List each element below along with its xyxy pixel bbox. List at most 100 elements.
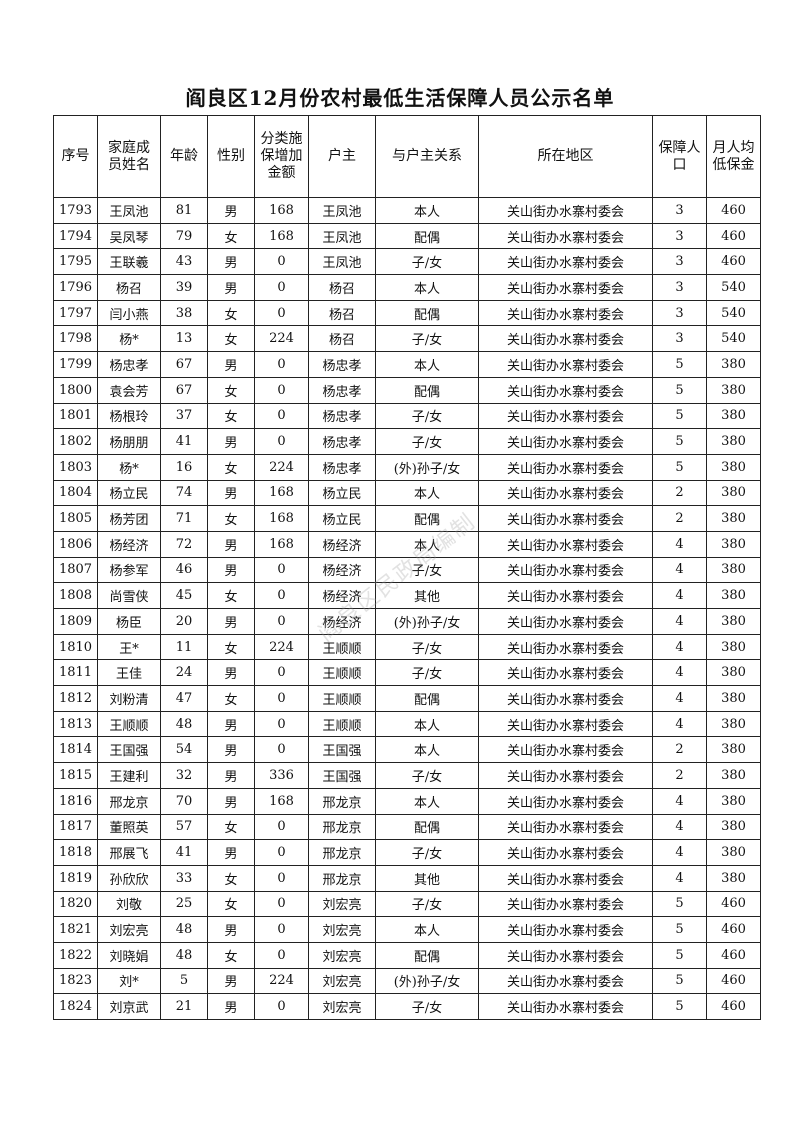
cell-serial: 1819 <box>53 864 98 892</box>
cell-extra-amount: 0 <box>254 428 309 455</box>
table-row: 1815 王建利 32 男 336 王国强 子/女 关山街办水寨村委会 2 380 <box>53 762 761 789</box>
cell-age: 45 <box>160 582 208 609</box>
cell-area: 关山街办水寨村委会 <box>478 633 653 661</box>
table-row: 1824 刘京武 21 男 0 刘宏亮 子/女 关山街办水寨村委会 5 460 <box>53 993 761 1020</box>
cell-name: 杨* <box>97 325 161 353</box>
cell-relation: 子/女 <box>375 890 479 918</box>
cell-covered-people: 3 <box>652 222 707 250</box>
cell-householder: 王顺顺 <box>308 710 376 738</box>
cell-gender: 女 <box>207 685 255 712</box>
table-row: 1795 王联羲 43 男 0 王凤池 子/女 关山街办水寨村委会 3 460 <box>53 248 761 276</box>
cell-covered-people: 3 <box>652 325 707 353</box>
cell-monthly-allowance: 460 <box>706 967 761 995</box>
cell-gender: 女 <box>207 633 255 661</box>
table-row: 1799 杨忠孝 67 男 0 杨忠孝 本人 关山街办水寨村委会 5 380 <box>53 351 761 378</box>
cell-monthly-allowance: 380 <box>706 479 761 507</box>
cell-monthly-allowance: 380 <box>706 864 761 892</box>
cell-gender: 男 <box>207 556 255 584</box>
cell-covered-people: 5 <box>652 351 707 378</box>
cell-gender: 男 <box>207 608 255 635</box>
cell-serial: 1810 <box>53 633 98 661</box>
cell-householder: 王国强 <box>308 736 376 764</box>
cell-name: 刘宏亮 <box>97 916 161 943</box>
cell-covered-people: 5 <box>652 453 707 481</box>
cell-extra-amount: 0 <box>254 864 309 892</box>
cell-area: 关山街办水寨村委会 <box>478 787 653 815</box>
cell-serial: 1793 <box>53 197 98 224</box>
cell-area: 关山街办水寨村委会 <box>478 325 653 353</box>
cell-extra-amount: 168 <box>254 222 309 250</box>
cell-gender: 女 <box>207 453 255 481</box>
table-row: 1803 杨* 16 女 224 杨忠孝 (外)孙子/女 关山街办水寨村委会 5 380 <box>53 453 761 481</box>
cell-gender: 女 <box>207 813 255 841</box>
cell-relation: 配偶 <box>375 376 479 404</box>
cell-extra-amount: 0 <box>254 248 309 276</box>
cell-householder: 杨立民 <box>308 479 376 507</box>
cell-gender: 男 <box>207 762 255 789</box>
cell-age: 32 <box>160 762 208 789</box>
cell-area: 关山街办水寨村委会 <box>478 197 653 224</box>
cell-gender: 男 <box>207 530 255 558</box>
cell-relation: 配偶 <box>375 685 479 712</box>
cell-householder: 刘宏亮 <box>308 916 376 943</box>
cell-age: 67 <box>160 351 208 378</box>
cell-householder: 杨忠孝 <box>308 376 376 404</box>
cell-householder: 邢龙京 <box>308 813 376 841</box>
cell-monthly-allowance: 540 <box>706 299 761 327</box>
header-row: 序号 家庭成员姓名 年龄 性别 分类施保增加金额 户主 与户主关系 所在地区 保… <box>53 115 761 198</box>
cell-covered-people: 2 <box>652 505 707 532</box>
cell-name: 王佳 <box>97 659 161 687</box>
cell-extra-amount: 0 <box>254 916 309 943</box>
cell-monthly-allowance: 540 <box>706 325 761 353</box>
cell-relation: 子/女 <box>375 556 479 584</box>
cell-area: 关山街办水寨村委会 <box>478 556 653 584</box>
cell-covered-people: 5 <box>652 993 707 1020</box>
cell-gender: 男 <box>207 351 255 378</box>
cell-covered-people: 5 <box>652 967 707 995</box>
cell-relation: 本人 <box>375 479 479 507</box>
cell-serial: 1812 <box>53 685 98 712</box>
cell-area: 关山街办水寨村委会 <box>478 376 653 404</box>
cell-name: 杨忠孝 <box>97 351 161 378</box>
table-row: 1819 孙欣欣 33 女 0 邢龙京 其他 关山街办水寨村委会 4 380 <box>53 864 761 892</box>
cell-monthly-allowance: 380 <box>706 839 761 866</box>
cell-extra-amount: 168 <box>254 479 309 507</box>
cell-relation: 本人 <box>375 351 479 378</box>
cell-monthly-allowance: 380 <box>706 685 761 712</box>
cell-householder: 杨召 <box>308 274 376 301</box>
cell-serial: 1824 <box>53 993 98 1020</box>
cell-serial: 1797 <box>53 299 98 327</box>
cell-name: 尚雪侠 <box>97 582 161 609</box>
cell-covered-people: 4 <box>652 710 707 738</box>
cell-relation: 配偶 <box>375 505 479 532</box>
cell-age: 37 <box>160 402 208 430</box>
cell-extra-amount: 168 <box>254 787 309 815</box>
cell-gender: 女 <box>207 941 255 969</box>
cell-monthly-allowance: 460 <box>706 993 761 1020</box>
cell-relation: 本人 <box>375 787 479 815</box>
cell-gender: 男 <box>207 248 255 276</box>
table-row: 1804 杨立民 74 男 168 杨立民 本人 关山街办水寨村委会 2 380 <box>53 479 761 507</box>
cell-age: 57 <box>160 813 208 841</box>
cell-covered-people: 2 <box>652 762 707 789</box>
cell-serial: 1816 <box>53 787 98 815</box>
cell-area: 关山街办水寨村委会 <box>478 428 653 455</box>
cell-area: 关山街办水寨村委会 <box>478 299 653 327</box>
cell-serial: 1795 <box>53 248 98 276</box>
cell-gender: 男 <box>207 736 255 764</box>
cell-gender: 女 <box>207 864 255 892</box>
cell-extra-amount: 0 <box>254 685 309 712</box>
cell-age: 33 <box>160 864 208 892</box>
cell-householder: 杨经济 <box>308 556 376 584</box>
cell-name: 刘粉清 <box>97 685 161 712</box>
cell-serial: 1805 <box>53 505 98 532</box>
cell-name: 杨经济 <box>97 530 161 558</box>
cell-householder: 邢龙京 <box>308 839 376 866</box>
cell-relation: 子/女 <box>375 839 479 866</box>
cell-extra-amount: 0 <box>254 710 309 738</box>
cell-gender: 女 <box>207 582 255 609</box>
cell-serial: 1823 <box>53 967 98 995</box>
table-row: 1811 王佳 24 男 0 王顺顺 子/女 关山街办水寨村委会 4 380 <box>53 659 761 687</box>
cell-serial: 1809 <box>53 608 98 635</box>
cell-age: 54 <box>160 736 208 764</box>
